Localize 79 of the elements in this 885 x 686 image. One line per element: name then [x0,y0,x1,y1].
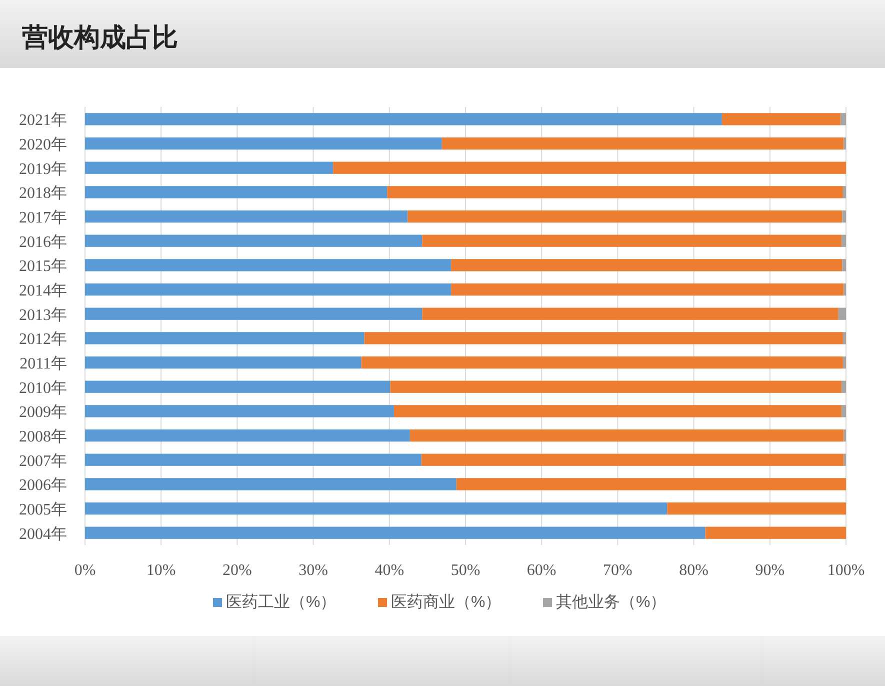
bar [361,356,843,369]
bar [841,234,846,247]
y-tick-label: 2013年 [19,306,67,324]
bar [85,210,408,223]
bar [85,186,388,198]
x-tick-label: 70% [603,562,632,579]
x-tick-label: 80% [679,562,708,579]
bar [85,234,422,247]
bar [387,186,843,198]
y-tick-label: 2004年 [19,526,67,543]
x-tick-label: 20% [222,562,252,579]
bar [85,380,390,393]
x-tick-label: 50% [450,562,480,579]
y-tick-label: 2011年 [20,356,67,372]
bar [85,405,394,418]
bar [842,186,846,198]
bar [85,259,452,272]
bar [422,234,842,247]
bar [421,454,844,466]
bar [456,478,846,490]
bar [838,308,846,320]
bar [842,332,846,344]
y-tick-label: 2021年 [19,112,67,130]
bar [451,283,844,296]
legend-label: 医药工业（%） [226,593,336,611]
chart-title: 营收构成占比 [21,22,178,52]
y-tick-label: 2020年 [19,136,67,154]
bar [333,162,846,174]
y-tick-label: 2019年 [19,160,67,178]
bar [85,332,364,344]
legend-label: 医药商业（%） [391,593,502,611]
y-tick-label: 2005年 [19,502,67,518]
bar [840,113,846,126]
legend-label: 其他业务（%） [556,593,666,611]
x-tick-label: 40% [374,562,404,579]
bar [408,210,842,223]
y-tick-label: 2006年 [19,477,67,494]
y-tick-label: 2018年 [19,185,67,202]
bar [842,356,846,369]
bar [394,405,842,418]
y-tick-label: 2008年 [19,428,67,446]
bar [85,162,334,174]
bar [85,454,422,466]
y-tick-label: 2014年 [19,282,67,300]
bar [705,526,846,539]
bar [667,502,846,515]
bar [85,356,362,369]
y-tick-label: 2009年 [19,404,67,422]
x-tick-label: 0% [74,562,96,579]
y-tick-label: 2016年 [19,234,67,251]
x-tick-label: 10% [146,562,176,579]
bar [422,308,838,320]
y-tick-label: 2010年 [19,380,67,397]
bar [85,502,668,515]
x-tick-label: 100% [827,562,865,579]
bar [85,113,722,126]
bar [842,210,846,223]
bar [410,429,844,442]
bar [841,405,846,418]
bar [442,137,844,150]
y-tick-label: 2017年 [19,210,67,226]
bar [85,308,422,320]
bar [364,332,843,344]
bar [722,113,841,126]
y-tick-label: 2007年 [19,452,67,470]
bar [85,283,452,296]
bar [85,526,706,539]
bar [451,259,842,272]
x-tick-label: 60% [526,562,556,579]
bar [841,380,846,393]
bar [85,478,456,490]
bar [85,137,442,150]
bar [85,429,410,442]
y-tick-label: 2015年 [19,258,67,276]
x-tick-label: 90% [755,562,785,579]
bar [842,259,846,272]
x-tick-label: 30% [298,562,328,579]
y-tick-label: 2012年 [19,331,67,348]
bar [390,380,842,393]
